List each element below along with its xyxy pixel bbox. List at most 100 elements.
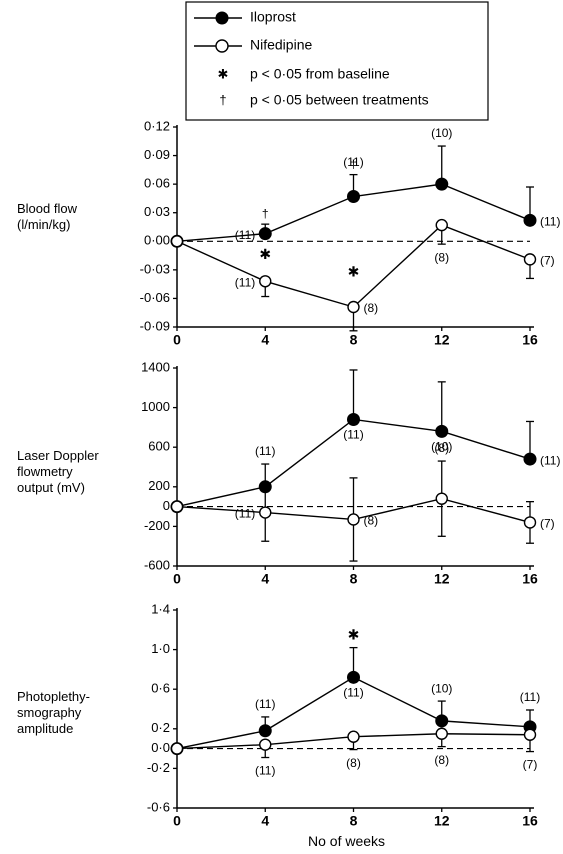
y-tick-label: 1·0 [151,641,170,656]
y-tick-label: 600 [148,439,170,454]
y-tick-label: -0·2 [147,760,170,775]
panel-1 [170,125,537,332]
significance-asterisk: ✱ [348,264,360,280]
legend-dagger-label: p < 0·05 between treatments [250,92,429,108]
x-tick-label: 12 [434,571,450,587]
data-point-iloprost [347,190,360,204]
legend-box [185,1,489,121]
data-point-iloprost [347,670,360,684]
data-point-nifedipine [435,492,448,505]
y-tick-label: 0·09 [144,147,170,162]
y-tick-label: -600 [144,557,170,572]
n-label: (8) [364,301,379,315]
y-tick-label: 0·06 [144,176,170,191]
data-point-nifedipine [259,275,272,288]
y-tick-label: 0·00 [144,233,170,248]
data-point-nifedipine [435,727,448,740]
x-axis-label: No of weeks [308,833,386,849]
data-point-iloprost [347,412,360,426]
data-point-iloprost [435,714,449,728]
y-tick-label: 0 [163,498,170,513]
legend-nifedipine-label: Nifedipine [250,37,312,53]
x-tick-label: 8 [350,332,358,348]
x-tick-label: 4 [261,571,269,587]
n-label: (11) [343,155,363,169]
data-point-iloprost [523,213,537,227]
y-tick-label: 0·2 [151,720,170,735]
x-tick-label: 4 [261,813,269,829]
n-label: (11) [343,685,363,699]
y-tick-label: 0·12 [144,118,170,133]
n-label: (8) [434,753,449,767]
n-label: (10) [431,440,452,454]
data-point-nifedipine [259,506,272,519]
n-label: (11) [343,428,363,442]
y-tick-label: 1400 [141,359,170,374]
n-label: (8) [434,441,449,455]
x-tick-label: 8 [350,571,358,587]
x-tick-label: 12 [434,813,450,829]
data-point-nifedipine [170,235,184,248]
n-label: (7) [540,254,555,268]
data-point-iloprost [435,177,449,191]
significance-asterisk: ✱ [259,246,271,262]
data-point-iloprost [435,424,449,438]
y-tick-label: -0·09 [140,318,170,333]
y-tick-label: 1000 [141,399,170,414]
n-label: (10) [431,681,452,695]
data-point-nifedipine [347,513,360,526]
n-label: (8) [346,756,361,770]
data-point-nifedipine [170,742,184,755]
y-tick-label: -0·03 [140,261,170,276]
y-tick-label: 0·6 [151,681,170,696]
x-tick-label: 4 [261,332,269,348]
y-tick-label: 0·03 [144,204,170,219]
n-label: (10) [431,126,452,140]
legend-iloprost-marker [215,11,229,25]
x-tick-label: 0 [173,332,181,348]
n-label: (8) [364,514,379,528]
n-label: (11) [235,228,255,242]
data-point-nifedipine [170,500,184,513]
panel-2 [170,366,537,570]
n-label: (11) [540,453,560,467]
x-tick-label: 16 [522,813,538,829]
x-tick-label: 12 [434,332,450,348]
legend-asterisk-symbol: ✱ [218,66,229,81]
y-tick-label: -0·6 [147,799,170,814]
data-point-nifedipine [347,300,360,314]
x-tick-label: 0 [173,571,181,587]
n-label: (11) [235,507,255,521]
x-tick-label: 16 [522,571,538,587]
y-tick-label: -200 [144,518,170,533]
significance-asterisk: ✱ [348,626,360,642]
n-label: (8) [434,250,449,264]
y-tick-label: 1·4 [151,601,170,616]
n-label: (7) [523,758,538,772]
n-label: (11) [540,215,560,229]
ylabel-laser-doppler: Laser Doppler flowmetry output (mV) [17,448,99,495]
data-point-iloprost [258,724,272,738]
data-point-iloprost [523,452,537,466]
ylabel-photoplethysmography: Photoplethy- smography amplitude [17,689,90,736]
y-tick-label: -0·06 [140,290,170,305]
n-label: (11) [255,697,275,711]
x-tick-label: 0 [173,813,181,829]
data-point-nifedipine [523,516,537,529]
data-point-nifedipine [347,730,360,743]
data-point-nifedipine [435,218,448,232]
n-label: (7) [540,517,555,531]
data-point-iloprost [258,227,272,241]
n-label: (11) [255,764,275,778]
y-tick-label: 0·0 [151,740,170,755]
panel-3 [170,608,537,812]
x-tick-label: 16 [522,332,538,348]
legend-iloprost-label: Iloprost [250,9,296,25]
n-label: (11) [520,690,540,704]
significance-dagger: † [350,157,357,171]
y-tick-label: 200 [148,478,170,493]
legend-asterisk-label: p < 0·05 from baseline [250,66,390,82]
ylabel-blood-flow: Blood flow (l/min/kg) [17,201,77,232]
n-label: (11) [255,444,275,458]
